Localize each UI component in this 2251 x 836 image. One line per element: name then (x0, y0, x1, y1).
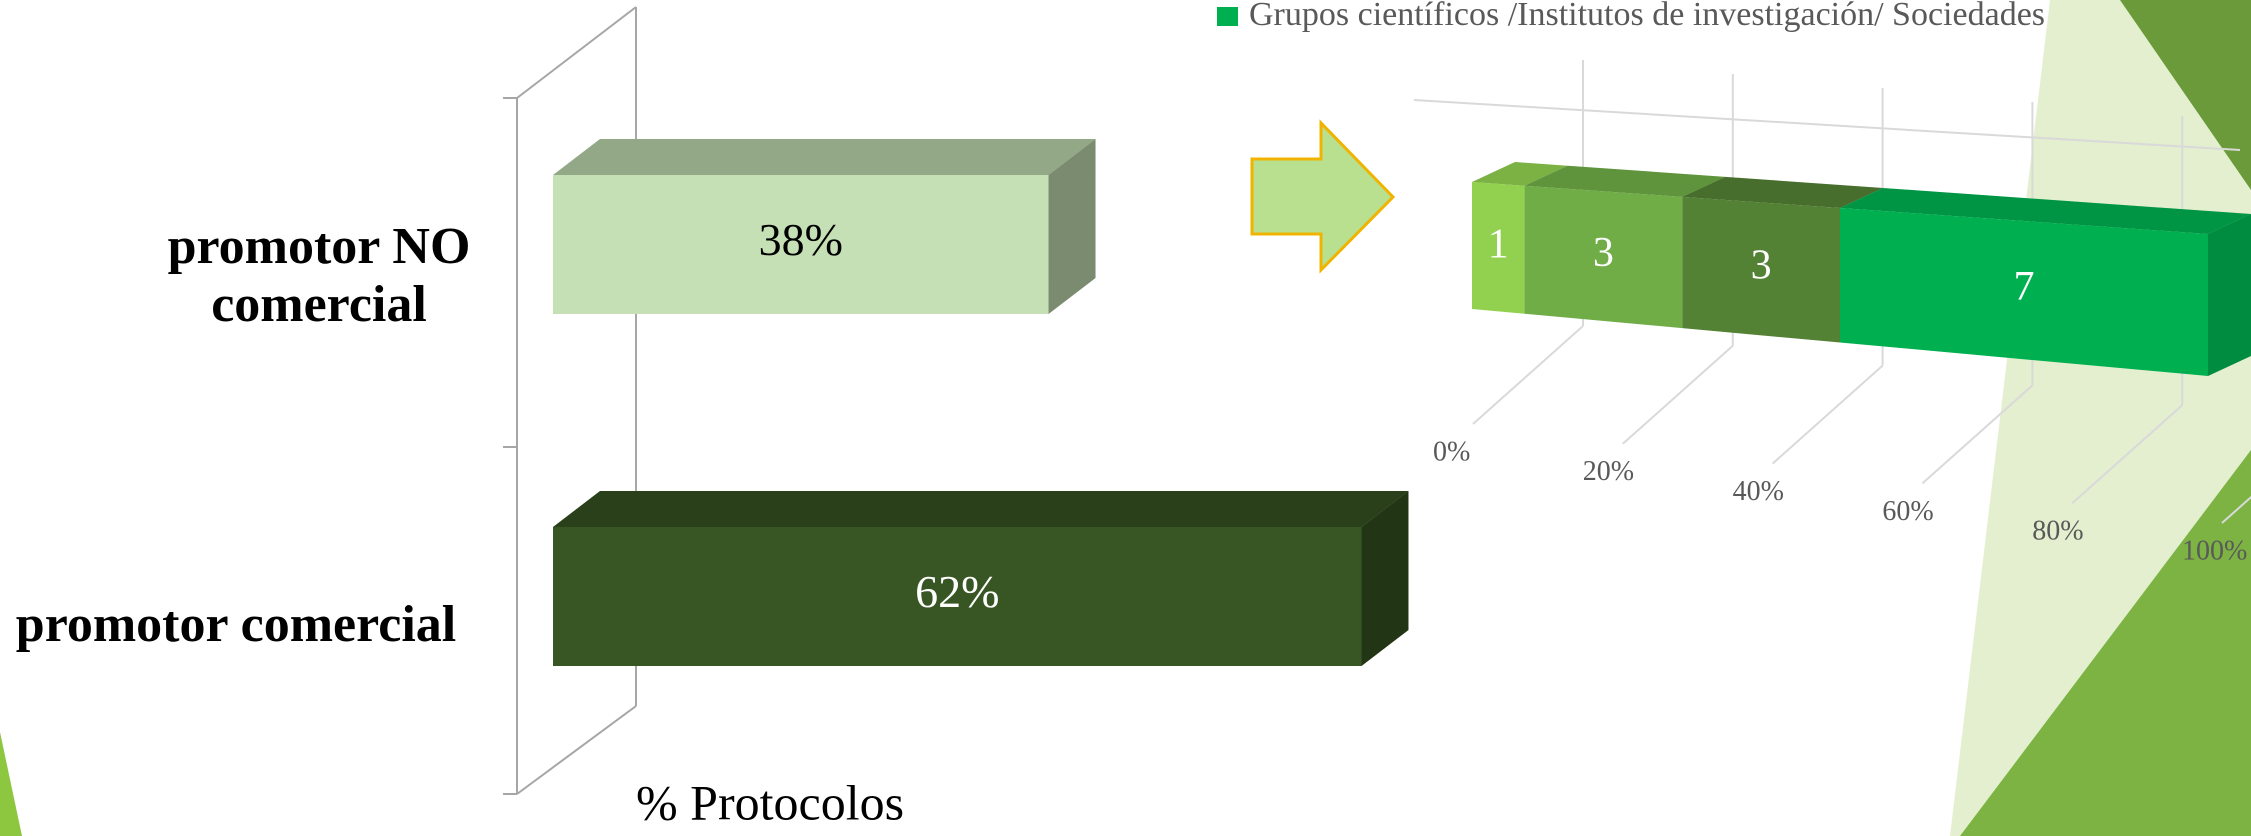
arrow (1250, 119, 1396, 274)
grid-line (1472, 325, 1584, 425)
bar-top (1472, 162, 1568, 186)
grid-line (2071, 404, 2183, 504)
value-label: 62% (915, 566, 999, 617)
bar-segment (1524, 185, 1683, 329)
bar-side (1361, 491, 1409, 666)
bar-top-shade (1472, 162, 1568, 186)
back-wall-edge (1413, 99, 2241, 151)
bar-segment (1682, 196, 1840, 343)
axis-wall (516, 6, 637, 99)
x-tick-label: 60% (1882, 496, 1933, 527)
bar-side-shade (2208, 214, 2251, 376)
value-label: 3 (1593, 230, 1614, 276)
bar-side (1048, 139, 1096, 314)
grid-line (1921, 384, 2034, 485)
category-label: promotor NO comercial (167, 218, 471, 333)
value-label: 1 (1488, 221, 1509, 267)
grid-line (2221, 495, 2251, 524)
chart1-axis (503, 6, 637, 795)
bar-side-shade (1361, 491, 1409, 666)
bar-top-shade (1840, 188, 2251, 234)
bar-side-shade (1048, 139, 1096, 314)
legend-label: Grupos científicos /Institutos de invest… (1249, 0, 2045, 33)
axis-wall (516, 705, 637, 795)
bar-top (1840, 188, 2251, 234)
legend-swatch (1217, 7, 1238, 26)
value-label: 38% (759, 214, 843, 265)
value-label: 7 (2014, 264, 2035, 310)
bar-top-shade (553, 139, 1096, 175)
x-tick-label: 40% (1733, 476, 1784, 507)
bar (553, 527, 1362, 666)
x-tick-label: 20% (1583, 456, 1634, 487)
x-tick-label: 100% (2182, 535, 2247, 566)
bar-segment (1840, 208, 2208, 376)
x-tick-label: 0% (1433, 436, 1470, 467)
category-label: promotor comercial (15, 596, 457, 653)
x-tick-label: 80% (2032, 516, 2083, 547)
x-axis-label: % Protocolos (636, 774, 904, 830)
bg-shape (2120, 0, 2251, 190)
bar-top (553, 139, 1096, 175)
bar-top (553, 491, 1409, 527)
bar-top-shade (1524, 165, 1726, 197)
bar (553, 175, 1049, 314)
grid-line (1622, 345, 1734, 445)
grid-line (1771, 364, 1884, 465)
bar-segment (1472, 182, 1525, 314)
bar-top-shade (553, 491, 1409, 527)
value-label: 3 (1751, 243, 1772, 289)
bg-shape (0, 732, 22, 836)
bar-top-shade (1682, 176, 1883, 208)
bar-side (2208, 214, 2251, 376)
chart2: 0% 20% 40% 60% 80% 100% 1 3 3 7 (1413, 60, 2251, 566)
bg-shape (1960, 450, 2251, 836)
bar-top (1524, 165, 1726, 197)
bar-top (1682, 176, 1883, 208)
